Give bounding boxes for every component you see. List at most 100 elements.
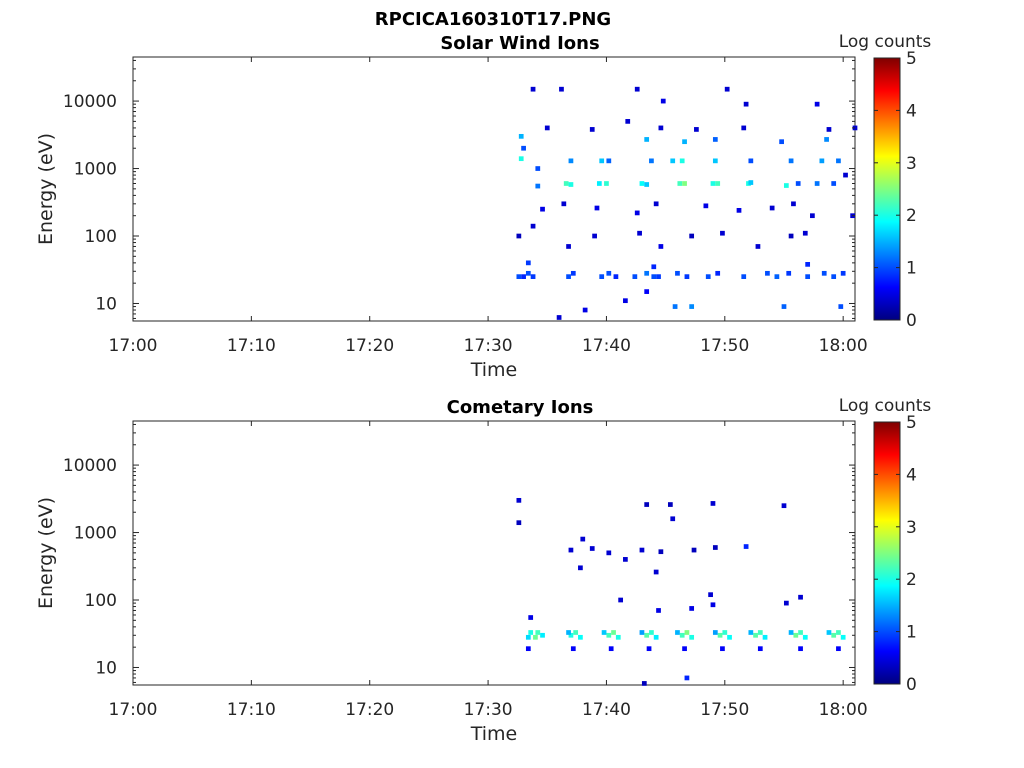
colorbar: Log counts 0 1 2 3 4 5 [839, 32, 932, 331]
data-cell [658, 125, 664, 131]
data-cell [810, 213, 815, 219]
data-cell [712, 158, 718, 164]
y-tick-label: 10000 [63, 92, 117, 112]
data-cell [516, 497, 522, 503]
x-tick-label: 17:30 [464, 700, 513, 720]
data-cell [568, 632, 574, 638]
data-cell [720, 646, 725, 652]
data-cell [634, 86, 640, 92]
colorbar-tick-label: 3 [906, 154, 917, 174]
data-cell [658, 244, 664, 249]
panel-title: Solar Wind Ions [440, 33, 599, 54]
data-cell [533, 634, 538, 640]
data-cell [743, 101, 749, 107]
data-cell [838, 304, 844, 309]
data-cell [691, 547, 697, 553]
data-cell [525, 634, 531, 640]
data-cell [712, 545, 718, 550]
data-cell [521, 274, 526, 279]
data-cell [682, 139, 687, 145]
data-cell [672, 304, 678, 309]
data-cell [544, 125, 550, 131]
data-cell [516, 520, 522, 526]
data-cell [748, 630, 754, 635]
data-cell [653, 569, 659, 575]
data-cell [781, 503, 787, 509]
data-cell [578, 565, 583, 571]
x-tick-label: 17:20 [345, 336, 394, 356]
data-cell [798, 594, 803, 600]
data-cell [530, 274, 536, 279]
data-cell [540, 206, 545, 212]
data-cell [660, 98, 666, 104]
x-tick-label: 17:10 [227, 336, 276, 356]
data-cell [604, 181, 609, 186]
data-cell [684, 274, 690, 279]
data-cell [765, 270, 770, 276]
data-cell [788, 158, 794, 164]
x-axis-label: Time [470, 359, 518, 381]
data-cell [525, 270, 531, 276]
y-tick-label: 100 [85, 227, 117, 247]
colorbar-gradient [873, 57, 901, 321]
data-cell [578, 634, 583, 640]
data-cell [521, 145, 526, 151]
data-cell [836, 630, 841, 635]
panel-1: Solar Wind Ions 17:00 17:10 17:20 17:30 17:40… [35, 32, 931, 381]
data-cell [618, 597, 624, 603]
data-cell [783, 600, 789, 606]
data-cell [783, 183, 789, 188]
colorbar-tick-label: 5 [906, 413, 917, 433]
x-tick-label: 17:00 [109, 336, 158, 356]
panel-2: Cometary Ions 17:00 17:10 17:20 17:30 17:40 17… [35, 396, 931, 745]
y-axis-label: Energy (eV) [35, 133, 57, 245]
data-cell [594, 205, 600, 211]
data-cell [840, 634, 846, 640]
data-cell [819, 158, 825, 164]
data-cell [755, 244, 761, 249]
x-tick-label: 17:10 [227, 700, 276, 720]
data-cell [568, 182, 574, 187]
data-cell [689, 304, 695, 309]
y-tick-label: 100 [85, 591, 117, 611]
data-cell [793, 632, 799, 638]
data-cell [653, 634, 659, 640]
data-cell [570, 270, 576, 276]
data-cell [682, 646, 687, 652]
y-tick-label: 10000 [63, 456, 117, 476]
data-cell [682, 181, 687, 186]
data-cell [573, 630, 579, 635]
data-cell [535, 166, 541, 171]
data-cell [639, 630, 645, 635]
data-cell [708, 592, 713, 598]
colorbar-gradient [873, 421, 901, 685]
data-cell [748, 158, 754, 164]
data-cell [689, 233, 695, 239]
x-tick-label: 17:00 [109, 700, 158, 720]
colorbar-tick-label: 0 [906, 675, 917, 695]
data-cell [788, 233, 794, 239]
data-cell [781, 304, 787, 309]
data-cell [743, 544, 749, 549]
data-cell [715, 181, 721, 186]
data-cell [606, 632, 612, 638]
y-tick-label: 1000 [74, 160, 117, 180]
data-cell [563, 181, 569, 186]
data-cell [566, 630, 571, 635]
data-cell [805, 262, 811, 267]
data-cell [741, 274, 747, 279]
data-cell [795, 181, 801, 186]
data-cell [762, 634, 768, 640]
data-cell [836, 158, 841, 164]
data-cell [826, 127, 832, 132]
data-cell [727, 634, 732, 640]
data-cell [814, 101, 820, 107]
data-cell [802, 230, 808, 236]
data-cell [703, 203, 709, 209]
plot-area [132, 420, 856, 686]
y-tick-label: 10 [95, 294, 117, 314]
data-cell [606, 158, 612, 164]
data-cell [634, 210, 640, 216]
data-cell [824, 137, 829, 142]
data-cell [516, 233, 522, 239]
